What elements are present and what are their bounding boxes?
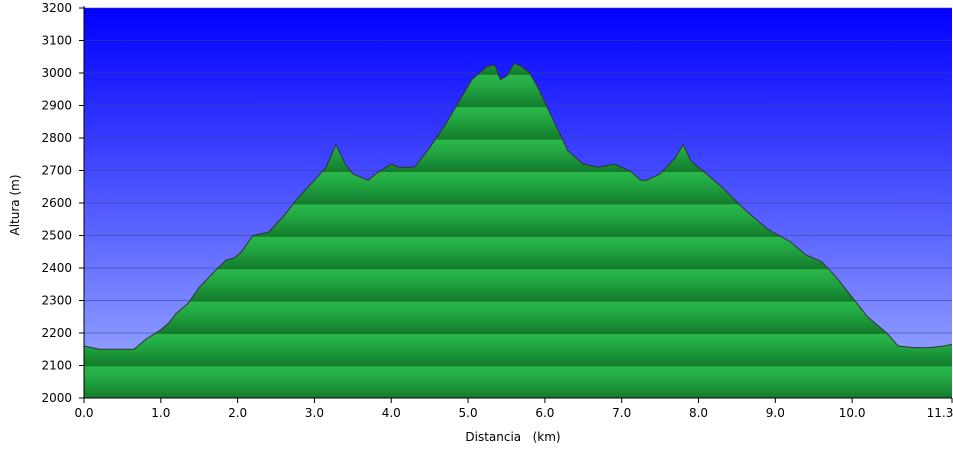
elevation-line	[83, 62, 953, 350]
y-tick-label: 2900	[41, 99, 72, 113]
y-tick-label: 3200	[41, 1, 72, 15]
y-tick-label: 2700	[41, 164, 72, 178]
y-tick-label: 2300	[41, 294, 72, 308]
x-axis-ticks: 0.0 1.0 2.0 3.0 4.0 5.0 6.0 7.0 8.0 9.0 10.0 11.3	[74, 398, 953, 420]
x-tick-label: 5.0	[459, 406, 478, 420]
x-tick-label: 3.0	[305, 406, 324, 420]
x-tick-label: 9.0	[766, 406, 785, 420]
x-tick-label: 6.0	[535, 406, 554, 420]
y-tick-label: 2500	[41, 229, 72, 243]
x-tick-label: 1.0	[151, 406, 170, 420]
x-tick-label: 0.0	[74, 406, 93, 420]
y-axis-ticks: 2000 2100 2200 2300 2400 2500 2600 2700 2800 2900…	[41, 1, 84, 405]
x-tick-label: 10.0	[839, 406, 866, 420]
y-tick-label: 2000	[41, 391, 72, 405]
y-tick-label: 2800	[41, 131, 72, 145]
y-tick-label: 3000	[41, 66, 72, 80]
elevation-area	[84, 63, 952, 399]
x-axis-title: Distancia (km)	[465, 430, 560, 444]
y-tick-label: 2200	[41, 326, 72, 340]
x-tick-label: 11.3	[927, 406, 953, 420]
y-axis-title: Altura (m)	[8, 174, 22, 235]
x-tick-label: 4.0	[382, 406, 401, 420]
y-tick-label: 2100	[41, 359, 72, 373]
y-tick-label: 2400	[41, 261, 72, 275]
y-tick-label: 2600	[41, 196, 72, 210]
x-tick-label: 2.0	[228, 406, 247, 420]
x-tick-label: 8.0	[689, 406, 708, 420]
y-tick-label: 3100	[41, 34, 72, 48]
x-tick-label: 7.0	[612, 406, 631, 420]
